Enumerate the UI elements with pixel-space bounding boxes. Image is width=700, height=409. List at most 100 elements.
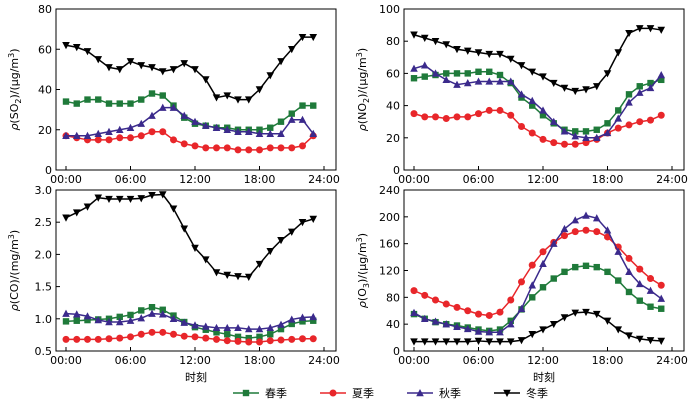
x-tick-label: 18:00 [592,173,624,186]
x-axis-title: 时刻 [533,370,555,384]
legend-label: 秋季 [439,386,461,400]
data-point [561,314,569,321]
data-point [213,336,220,343]
data-point [465,70,471,76]
data-point [62,214,70,221]
y-axis-title-part: (SO [8,103,21,123]
plot-frame [404,9,684,170]
data-point [561,269,567,275]
series-冬季 [410,25,665,95]
y-tick-label: 80 [386,35,400,48]
data-point [224,337,231,344]
data-point [310,102,316,108]
data-point [422,73,428,79]
data-point [117,100,123,106]
y-tick-label: 120 [379,265,400,278]
data-point [63,336,70,343]
series-冬季 [62,34,317,104]
data-point [615,107,621,113]
data-point [84,336,91,343]
data-point [299,102,305,108]
legend-label: 冬季 [526,386,548,400]
data-point [160,92,166,98]
y-axis-title: ρ(SO2)/(μg/m3) [7,48,23,130]
series-春季 [63,90,317,133]
data-point [572,141,579,148]
y-tick-label: 20 [38,124,52,137]
data-point [432,297,439,304]
data-point [213,94,221,101]
legend-marker [243,390,249,396]
data-point [615,277,621,283]
x-tick-label: 18:00 [592,354,624,367]
data-point [529,294,535,300]
data-point [181,140,188,147]
series-line [414,110,661,144]
data-point [540,284,546,290]
data-point [604,269,610,275]
data-point [583,227,590,234]
data-point [421,113,428,120]
y-axis-title: ρ(O3)/(μg/m3) [355,233,371,308]
data-point [224,144,231,151]
series-line [66,108,313,136]
x-tick-label: 00:00 [50,173,82,186]
data-point [561,141,568,148]
data-point [540,248,547,255]
data-point [442,76,450,83]
data-point [267,337,274,344]
data-point [583,263,589,269]
x-tick-label: 12:00 [179,354,211,367]
data-point [625,268,633,275]
data-point [626,289,632,295]
data-point [572,228,579,235]
data-point [550,321,558,328]
chart-panel-so2: 02040608000:00 06:00 12:00 18:00 24:00ρ(SO2)… [7,3,340,186]
y-axis-title-part: (O [356,288,369,301]
data-point [159,329,166,336]
data-point [421,61,429,68]
x-tick-label: 24:00 [308,354,340,367]
data-point [288,336,295,343]
data-point [475,311,482,318]
data-point [138,331,145,338]
data-point [539,260,547,267]
data-point [464,113,471,120]
data-point [454,113,461,120]
series-line [66,195,313,277]
x-tick-label: 06:00 [115,354,147,367]
data-point [518,123,525,130]
legend-item: 春季 [233,387,287,400]
data-point [636,266,643,273]
figure: 0 20 40 60 80 00:00 06:00 12:00 18:00 24:00 ρ(SO2)… [0,0,700,405]
data-point [235,146,242,153]
data-point [593,311,601,318]
data-point [138,96,144,102]
y-tick-label: 3.0 [35,184,53,197]
data-point [127,333,134,340]
data-point [497,107,504,114]
data-point [95,96,101,102]
y-tick-label: 100 [379,3,400,16]
series-冬季 [62,191,317,281]
data-point [443,70,449,76]
data-point [278,337,285,344]
data-point [583,128,589,134]
x-tick-label: 12:00 [527,173,559,186]
data-point [486,312,493,319]
data-point [202,76,210,83]
data-point [278,119,284,125]
y-axis-title-part: ρ [8,304,21,311]
data-point [594,264,600,270]
data-point [637,297,643,303]
x-tick-label: 18:00 [244,354,276,367]
data-point [180,225,188,232]
data-point [202,335,209,342]
x-axis-title: 时刻 [185,370,207,384]
data-point [267,144,274,151]
data-point [475,69,481,75]
y-tick-label: 40 [386,100,400,113]
x-tick-label: 18:00 [244,173,276,186]
data-point [443,301,450,308]
legend-item: 夏季 [320,387,374,400]
